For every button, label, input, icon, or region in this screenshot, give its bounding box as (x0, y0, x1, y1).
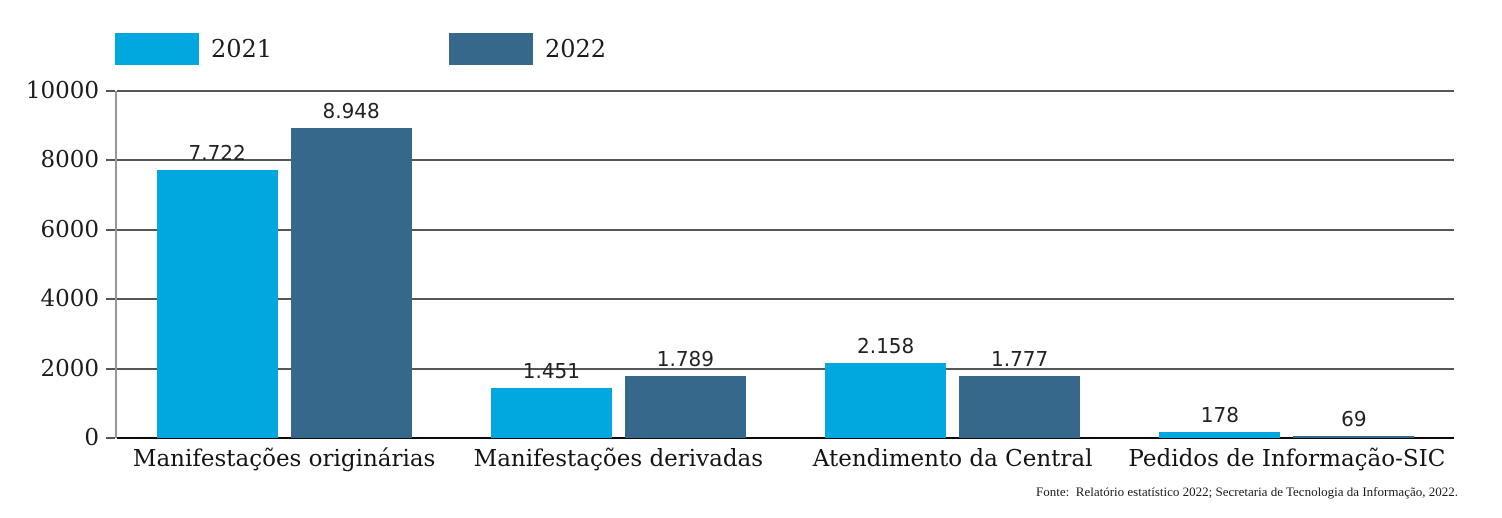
category-label-3: Atendimento da Central (812, 446, 1093, 472)
legend-label-2022: 2022 (545, 35, 607, 63)
category-label-1: Manifestações originárias (132, 446, 436, 472)
bar-2022-cat3 (959, 376, 1081, 438)
y-axis-tick-6000 (106, 228, 115, 231)
bar-value-label-2021-cat1: 7.722 (188, 141, 246, 166)
bar-value-label-2021-cat2: 1.451 (522, 358, 581, 383)
bar-2021-cat1 (156, 170, 278, 438)
bar-value-label-2021-cat4: 178 (1200, 402, 1239, 427)
y-axis-label-8000: 8000 (40, 147, 99, 174)
source-note: Fonte: Relatório estatístico 2022; Secre… (1036, 484, 1458, 499)
category-label-4: Pedidos de Informação-SIC (1128, 446, 1446, 472)
y-axis-label-10000: 10000 (25, 78, 99, 104)
gridline-2000 (117, 367, 1454, 370)
y-axis-tick-8000 (106, 159, 115, 162)
gridline-4000 (117, 298, 1454, 301)
bar-value-label-2022-cat2: 1.789 (656, 346, 715, 371)
y-axis-label-0: 0 (84, 425, 99, 451)
gridline-6000 (117, 228, 1454, 231)
bar-2022-cat2 (624, 375, 746, 438)
bar-2022-cat4 (1293, 435, 1415, 438)
legend-item-2021: 2021 (115, 33, 272, 65)
bar-2021-cat3 (825, 363, 947, 438)
legend-swatch-2021 (115, 33, 199, 65)
y-axis-tick-10000 (106, 90, 115, 92)
gridline-8000 (117, 159, 1454, 162)
plot-area: 0 2000 4000 6000 8000 10000 7.722 8.948 Manifest… (26, 78, 1454, 472)
bar-2021-cat4 (1159, 431, 1281, 438)
y-axis-tick-2000 (106, 367, 115, 370)
y-axis-tick-0 (106, 437, 115, 439)
bar-value-label-2022-cat1: 8.948 (322, 98, 380, 123)
bar-2021-cat2 (490, 387, 612, 438)
bar-value-label-2021-cat3: 2.158 (856, 334, 915, 359)
y-axis-label-6000: 6000 (40, 216, 99, 243)
category-label-2: Manifestações derivadas (473, 446, 764, 472)
bar-2022-cat1 (290, 127, 412, 438)
bar-value-label-2022-cat4: 69 (1341, 406, 1367, 431)
y-axis-label-2000: 2000 (40, 355, 99, 382)
legend-item-2022: 2022 (449, 33, 606, 65)
legend-swatch-2022 (449, 33, 533, 65)
legend-label-2021: 2021 (211, 35, 273, 63)
gridline-10000 (117, 90, 1454, 92)
bar-value-label-2022-cat3: 1.777 (990, 347, 1049, 372)
y-axis-tick-4000 (106, 298, 115, 301)
gridline-0 (117, 437, 1454, 439)
y-axis-label-4000: 4000 (40, 286, 99, 313)
